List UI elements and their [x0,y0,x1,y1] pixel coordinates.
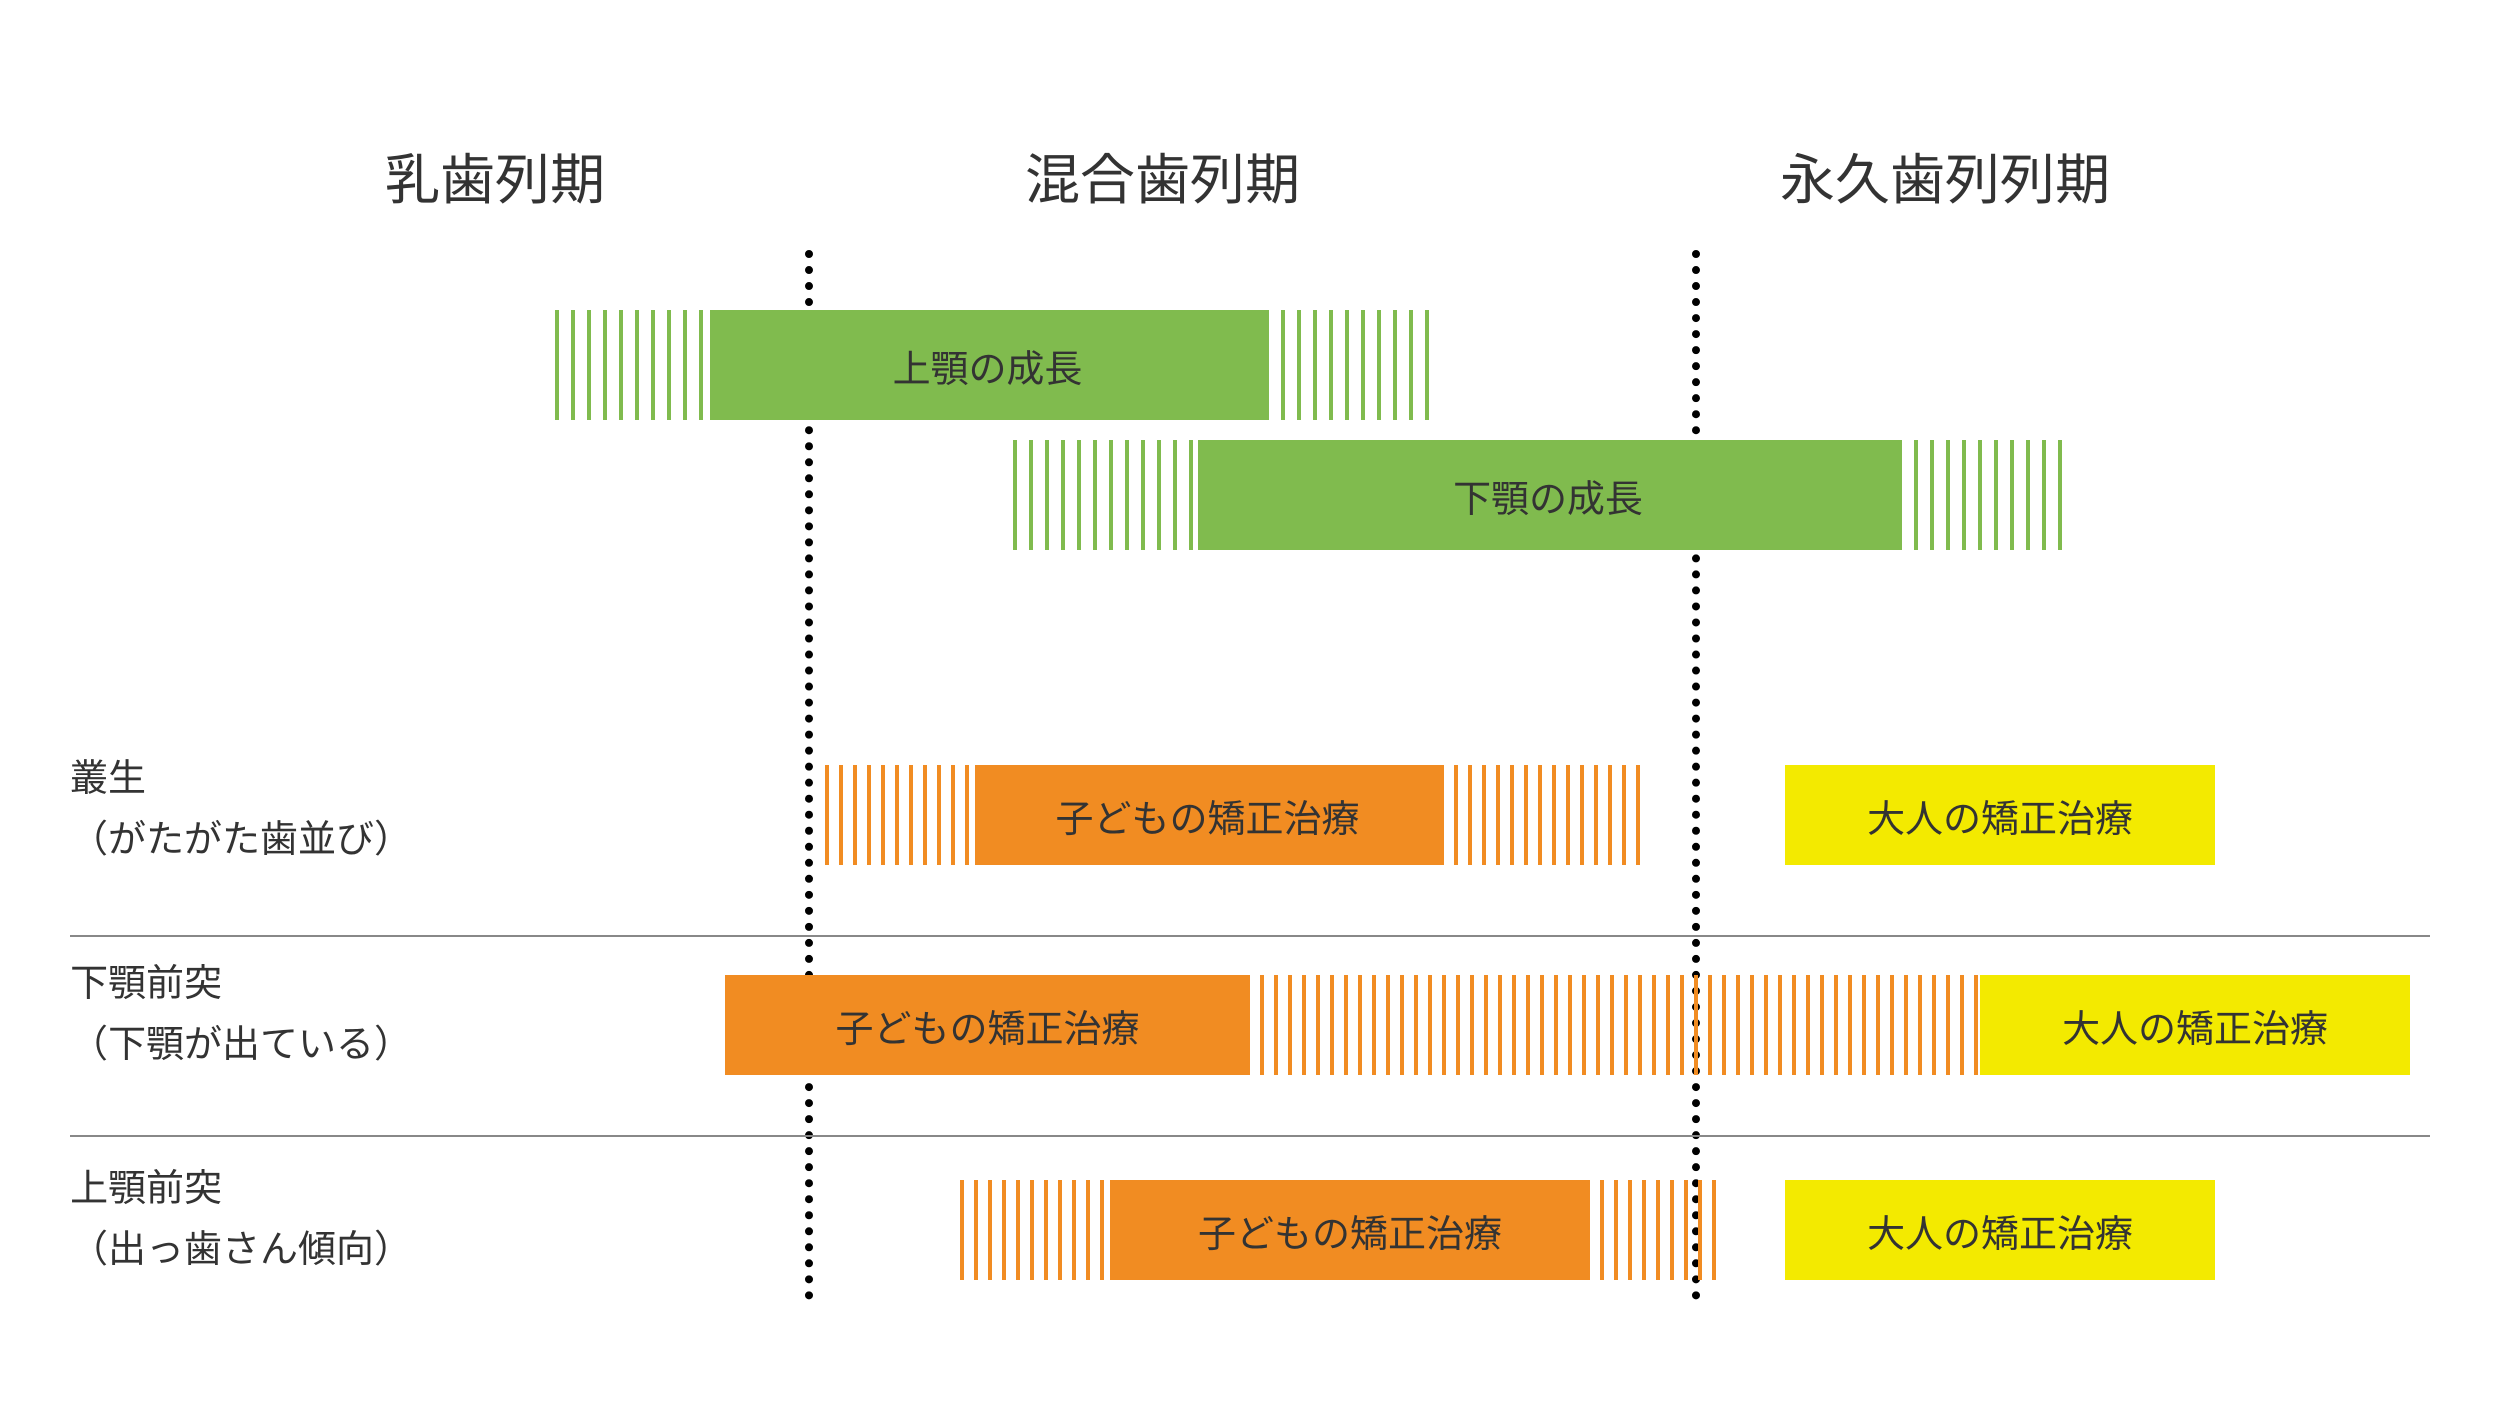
chart-canvas: 乳歯列期 混合歯列期 永久歯列列期上顎の成長下顎の成長叢生 （がたがた歯並び） 子ども… [0,0,2500,1406]
row-overbite-seg-2 [1600,1180,1720,1280]
row-underbite-label: 下顎前突 （下顎が出ている） [70,950,412,1072]
row-crowding-label: 叢生 （がたがた歯並び） [70,745,412,867]
row-underbite-seg-0: 子どもの矯正治療 [725,975,1250,1075]
row-overbite-seg-1: 子どもの矯正治療 [1110,1180,1590,1280]
lower-jaw-growth-bar: 下顎の成長 [1198,440,1898,550]
upper-jaw-growth-pre-hatch [555,310,710,420]
lower-jaw-growth-post-hatch [1898,440,2073,550]
upper-jaw-growth-bar: 上顎の成長 [710,310,1265,420]
upper-jaw-growth-post-hatch [1265,310,1440,420]
row-overbite-seg-3: 大人の矯正治療 [1785,1180,2215,1280]
row-underbite-seg-0-label: 子どもの矯正治療 [835,998,1139,1053]
row-crowding-seg-0 [825,765,975,865]
phase-1: 乳歯列期 [385,135,605,215]
lower-jaw-growth-pre-hatch [1013,440,1198,550]
phase-2: 混合歯列期 [1025,135,1300,215]
rule-2 [70,1135,2430,1137]
row-overbite-label: 上顎前突 （出っ歯さん傾向） [70,1155,412,1277]
row-underbite-seg-2-label: 大人の矯正治療 [2062,998,2328,1053]
row-crowding-seg-2 [1440,765,1640,865]
lower-jaw-growth-bar-label: 下顎の成長 [1453,468,1643,523]
row-crowding-seg-3: 大人の矯正治療 [1785,765,2215,865]
row-underbite-seg-1 [1260,975,1980,1075]
divider-2 [1692,250,1700,1300]
row-crowding-seg-1-label: 子どもの矯正治療 [1055,788,1359,843]
phase-3: 永久歯列列期 [1780,135,2110,215]
row-overbite-seg-3-label: 大人の矯正治療 [1867,1203,2133,1258]
rule-1 [70,935,2430,937]
row-overbite-seg-0 [960,1180,1110,1280]
row-crowding-seg-3-label: 大人の矯正治療 [1867,788,2133,843]
row-overbite-seg-1-label: 子どもの矯正治療 [1198,1203,1502,1258]
upper-jaw-growth-bar-label: 上顎の成長 [892,338,1082,393]
row-underbite-seg-2: 大人の矯正治療 [1980,975,2410,1075]
row-crowding-seg-1: 子どもの矯正治療 [975,765,1440,865]
